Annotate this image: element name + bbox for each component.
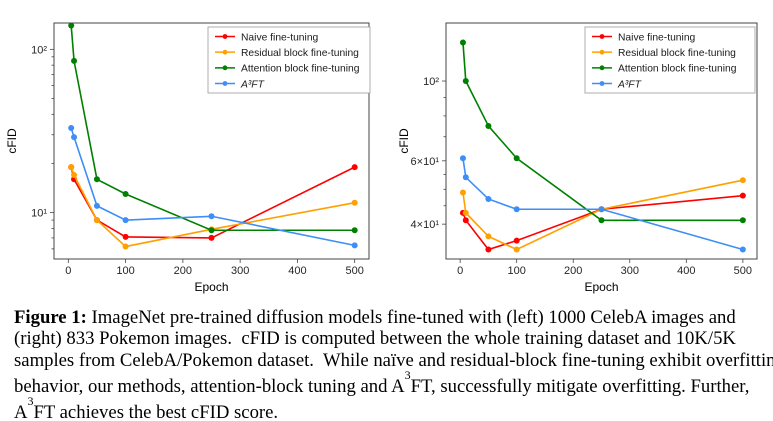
svg-text:Epoch: Epoch: [584, 280, 618, 294]
svg-text:6×10¹: 6×10¹: [411, 156, 440, 168]
svg-text:A³FT: A³FT: [617, 79, 642, 90]
svg-text:300: 300: [621, 265, 639, 277]
svg-text:Naive fine-tuning: Naive fine-tuning: [241, 32, 319, 43]
svg-text:Naive fine-tuning: Naive fine-tuning: [618, 32, 696, 43]
svg-text:500: 500: [734, 265, 752, 277]
svg-text:10¹: 10¹: [31, 208, 47, 220]
svg-text:400: 400: [677, 265, 695, 277]
svg-text:100: 100: [116, 265, 134, 277]
svg-text:cFID: cFID: [5, 128, 19, 154]
svg-text:Attention block fine-tuning: Attention block fine-tuning: [618, 64, 737, 75]
svg-text:10²: 10²: [423, 76, 439, 88]
svg-text:0: 0: [457, 265, 463, 277]
svg-text:300: 300: [231, 265, 249, 277]
svg-text:Epoch: Epoch: [194, 280, 228, 294]
svg-text:4×10¹: 4×10¹: [411, 219, 440, 231]
svg-text:200: 200: [174, 265, 192, 277]
svg-text:10²: 10²: [31, 44, 47, 56]
svg-text:100: 100: [508, 265, 526, 277]
svg-text:400: 400: [288, 265, 306, 277]
svg-text:500: 500: [346, 265, 364, 277]
svg-text:A³FT: A³FT: [240, 79, 265, 90]
svg-text:Residual block fine-tuning: Residual block fine-tuning: [618, 48, 736, 59]
svg-text:0: 0: [65, 265, 71, 277]
svg-text:Attention block fine-tuning: Attention block fine-tuning: [241, 64, 360, 75]
svg-text:Residual block fine-tuning: Residual block fine-tuning: [241, 48, 359, 59]
svg-text:cFID: cFID: [397, 128, 411, 154]
svg-text:200: 200: [564, 265, 582, 277]
